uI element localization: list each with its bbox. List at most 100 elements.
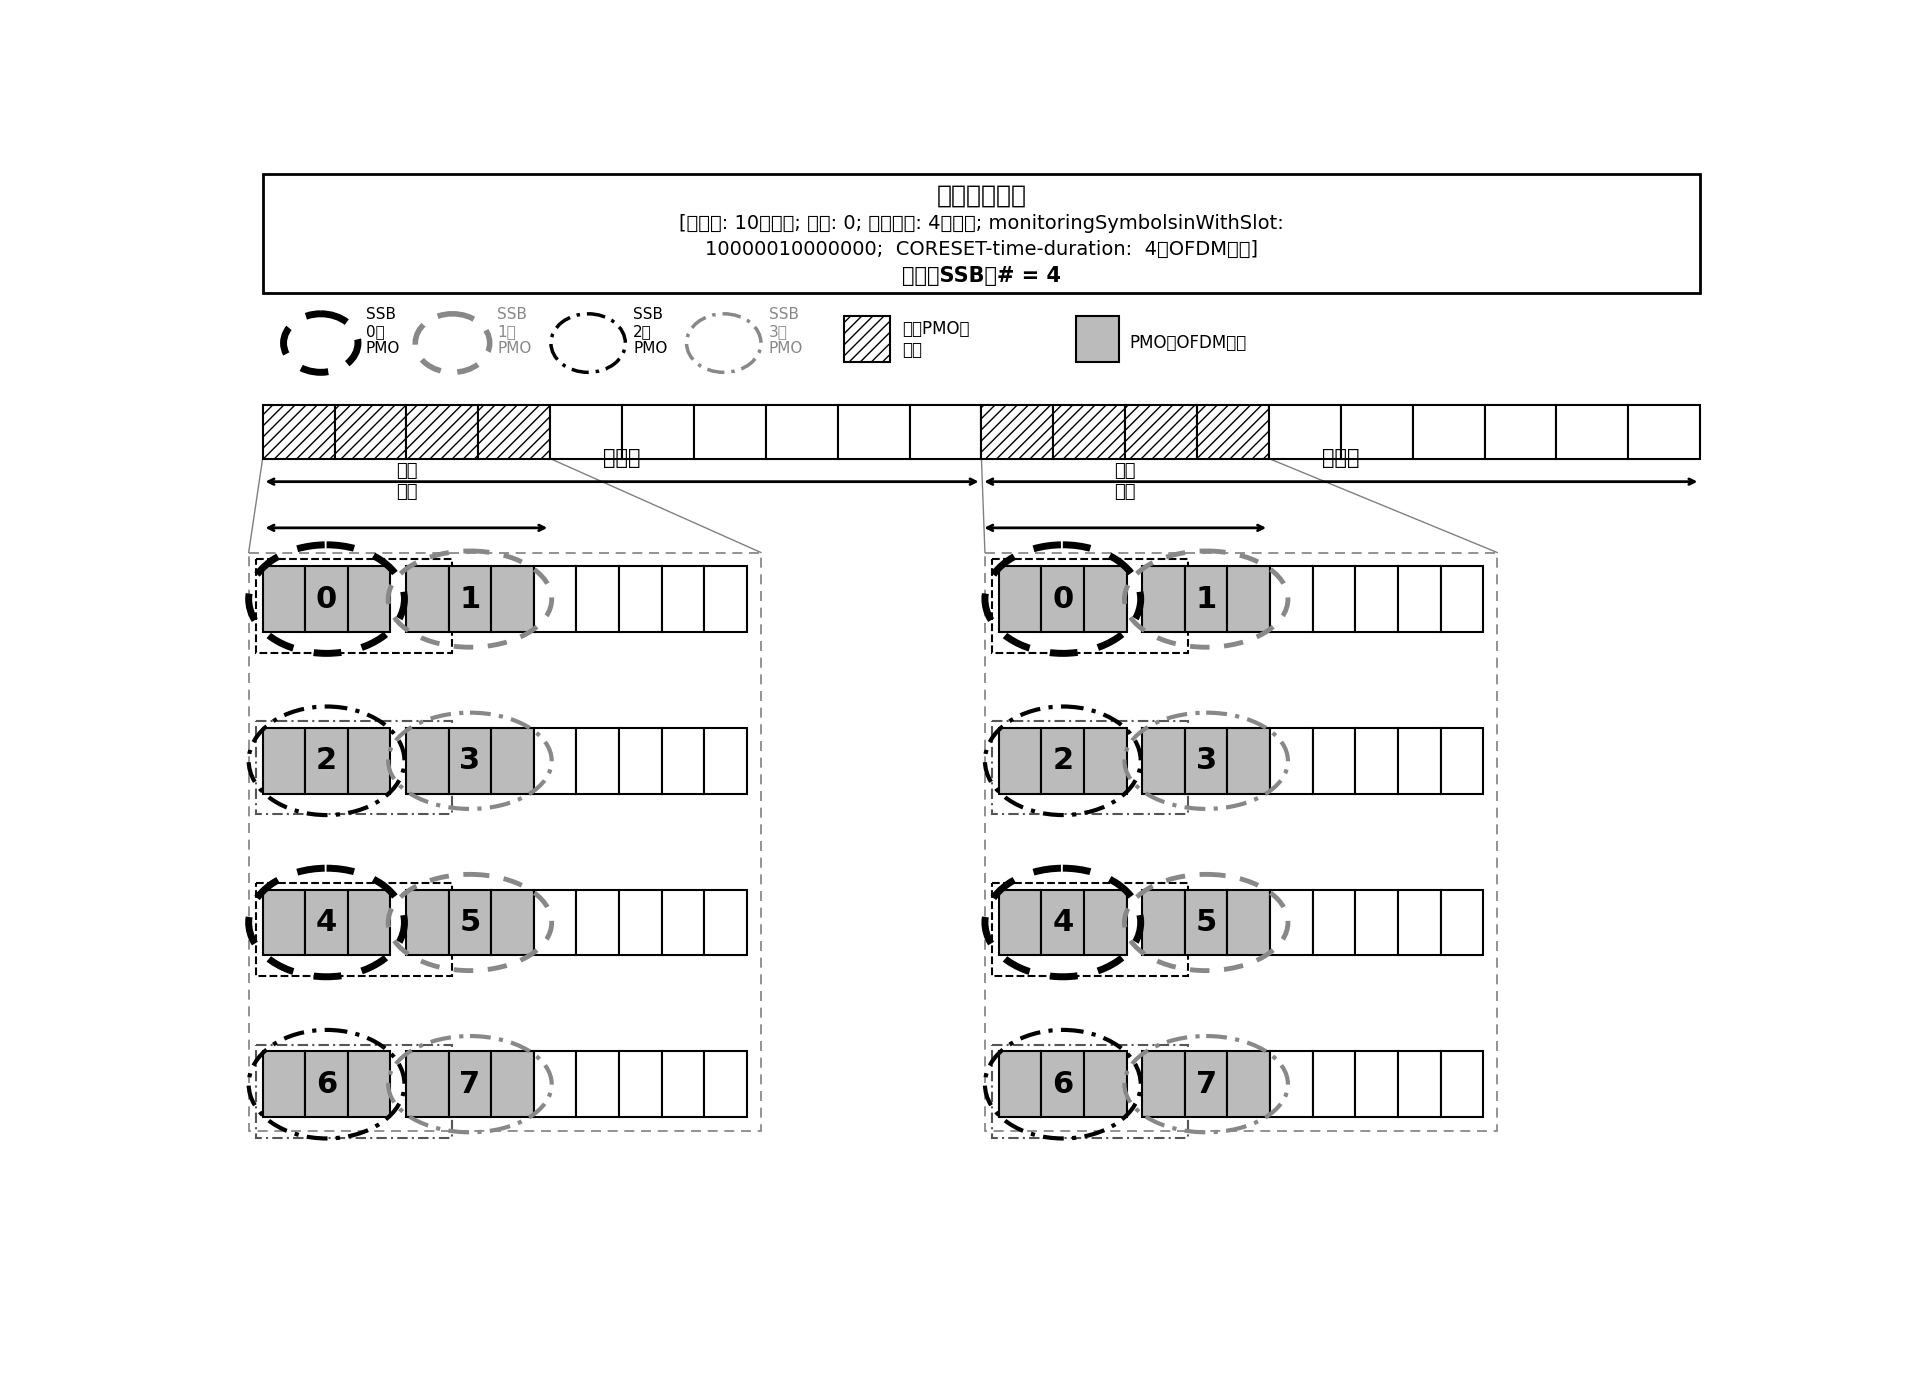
Bar [576, 1051, 618, 1117]
Text: SSB
2的
PMO: SSB 2的 PMO [634, 307, 668, 357]
Bar [999, 1051, 1041, 1117]
Bar [1185, 567, 1227, 632]
Bar [1196, 405, 1269, 459]
Bar [704, 889, 746, 956]
Bar [534, 727, 576, 794]
Bar [255, 560, 452, 653]
Bar [304, 567, 348, 632]
Bar [1141, 1051, 1185, 1117]
Bar [766, 405, 836, 459]
Bar [1185, 889, 1227, 956]
Bar [1053, 405, 1125, 459]
Bar [262, 1051, 304, 1117]
Bar [406, 405, 478, 459]
Bar [255, 1044, 452, 1138]
Bar [492, 567, 534, 632]
Text: 3: 3 [1194, 747, 1215, 776]
Bar [1627, 405, 1700, 459]
Bar [304, 889, 348, 956]
Text: 2: 2 [1051, 747, 1074, 776]
Bar [1125, 405, 1196, 459]
Bar [478, 405, 549, 459]
Bar [406, 1051, 448, 1117]
Bar [304, 1051, 348, 1117]
Text: 被发送SSB的# = 4: 被发送SSB的# = 4 [901, 266, 1060, 286]
Bar [1083, 889, 1125, 956]
Bar [1439, 567, 1483, 632]
Bar [1439, 727, 1483, 794]
Bar [1340, 405, 1413, 459]
Bar [1397, 1051, 1439, 1117]
Text: 周期性: 周期性 [603, 448, 641, 467]
Bar [618, 567, 662, 632]
Bar [1313, 727, 1355, 794]
Bar [1041, 1051, 1083, 1117]
Text: 1: 1 [1194, 585, 1215, 614]
Bar [549, 405, 622, 459]
Text: SSB
0的
PMO: SSB 0的 PMO [366, 307, 400, 357]
Bar [1269, 567, 1313, 632]
Bar [999, 727, 1041, 794]
Text: SSB
3的
PMO: SSB 3的 PMO [768, 307, 802, 357]
Bar [448, 567, 492, 632]
Text: 6: 6 [316, 1069, 337, 1098]
Bar [1556, 405, 1627, 459]
Bar [1227, 1051, 1269, 1117]
Bar [662, 1051, 704, 1117]
Text: 持续
时间: 持续 时间 [1114, 462, 1135, 501]
Bar [1041, 889, 1083, 956]
Bar [704, 1051, 746, 1117]
Text: 1: 1 [459, 585, 480, 614]
Bar [662, 889, 704, 956]
Text: 搜索空间参数: 搜索空间参数 [936, 183, 1026, 207]
Bar [1227, 727, 1269, 794]
Text: 5: 5 [1194, 909, 1215, 938]
Bar [348, 889, 390, 956]
Bar [999, 889, 1041, 956]
Bar [662, 727, 704, 794]
Bar [262, 727, 304, 794]
Bar [576, 567, 618, 632]
Bar [1269, 1051, 1313, 1117]
Bar [1227, 567, 1269, 632]
Text: 持续
时间: 持续 时间 [396, 462, 417, 501]
Bar [448, 727, 492, 794]
Bar [1355, 727, 1397, 794]
Bar [1185, 727, 1227, 794]
Bar [576, 727, 618, 794]
Bar [618, 889, 662, 956]
Bar [1439, 889, 1483, 956]
Bar [534, 1051, 576, 1117]
Text: 3: 3 [459, 747, 480, 776]
Bar [1355, 567, 1397, 632]
Bar [984, 552, 1497, 1131]
Bar [991, 1044, 1187, 1138]
Bar [1185, 1051, 1227, 1117]
Bar [348, 727, 390, 794]
Bar [1483, 405, 1556, 459]
Text: [周期性: 10个时隙; 偏移: 0; 持续时间: 4个时隙; monitoringSymbolsinWithSlot:: [周期性: 10个时隙; 偏移: 0; 持续时间: 4个时隙; monitori… [679, 214, 1282, 234]
Bar [262, 567, 304, 632]
Text: 2: 2 [316, 747, 337, 776]
Bar [492, 889, 534, 956]
Bar [1269, 889, 1313, 956]
Bar [982, 405, 1053, 459]
Text: SSB
1的
PMO: SSB 1的 PMO [498, 307, 532, 357]
Bar [704, 727, 746, 794]
Bar [999, 567, 1041, 632]
Text: 6: 6 [1051, 1069, 1074, 1098]
Bar [1313, 1051, 1355, 1117]
Bar [1041, 567, 1083, 632]
Bar [1269, 727, 1313, 794]
Bar [1397, 889, 1439, 956]
Bar [991, 721, 1187, 815]
Bar [1439, 1051, 1483, 1117]
Bar [335, 405, 406, 459]
Bar [1227, 889, 1269, 956]
Text: 具有PMO的
时隙: 具有PMO的 时隙 [901, 319, 968, 358]
Bar [991, 882, 1187, 976]
Text: 0: 0 [316, 585, 337, 614]
Bar [1141, 727, 1185, 794]
Text: PMO的OFDM符号: PMO的OFDM符号 [1129, 335, 1246, 353]
Bar [534, 889, 576, 956]
